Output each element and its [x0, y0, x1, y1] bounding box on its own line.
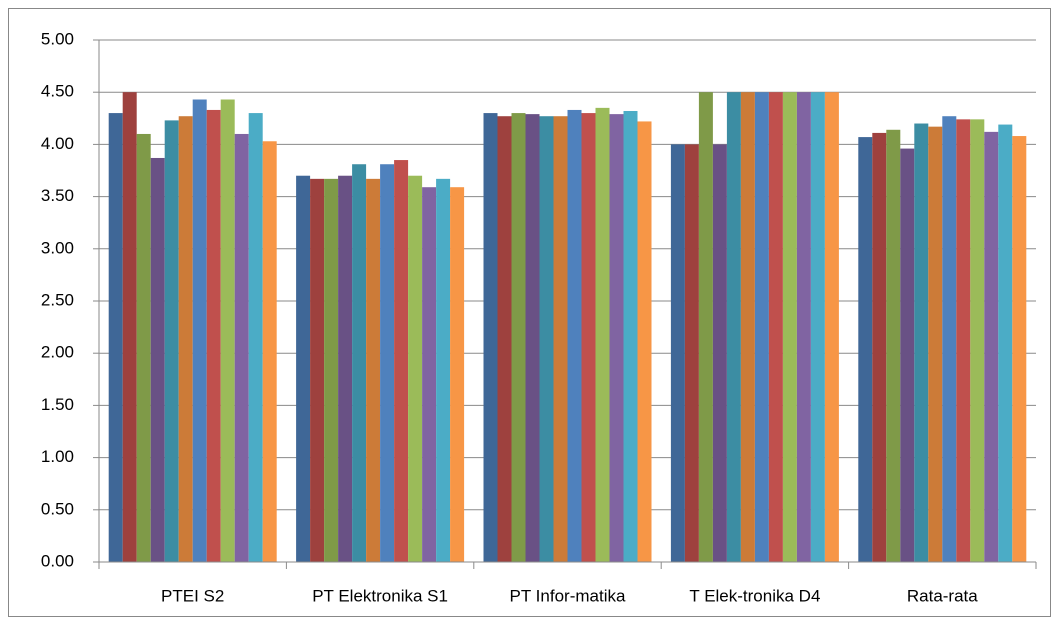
bar [998, 124, 1013, 563]
x-tick-label: T Elek-tronika D4 [689, 586, 820, 605]
bar [726, 92, 741, 562]
bar [178, 116, 193, 562]
bar [408, 175, 423, 562]
x-tick-label: PTEI S2 [161, 586, 224, 605]
bar [164, 120, 179, 562]
bar [698, 92, 713, 562]
y-tick-label: 5.00 [41, 29, 74, 48]
bar [206, 109, 221, 562]
bar [1012, 136, 1027, 562]
bar [754, 92, 769, 562]
bar [886, 129, 901, 562]
x-tick-label: Rata-rata [907, 586, 978, 605]
bar [511, 113, 526, 562]
bar [352, 164, 367, 562]
bar [970, 119, 985, 563]
bar [956, 119, 971, 563]
bar [684, 144, 699, 562]
bar [338, 175, 353, 562]
bar [796, 92, 811, 562]
bar [310, 178, 325, 563]
bar [712, 144, 727, 562]
bar [928, 126, 943, 562]
bar [366, 178, 381, 563]
bar [324, 178, 339, 563]
bar [122, 92, 137, 562]
bar [248, 113, 263, 562]
bar [553, 116, 568, 562]
y-tick-label: 3.50 [41, 186, 74, 205]
bar [380, 164, 395, 562]
y-tick-label: 1.50 [41, 395, 74, 414]
bar [192, 99, 207, 563]
bar [782, 92, 797, 562]
bar [914, 123, 929, 563]
bar [872, 132, 887, 562]
bar [497, 116, 512, 562]
bar [108, 113, 123, 562]
bar [581, 113, 596, 562]
bar [858, 137, 873, 563]
bar [525, 114, 540, 563]
bar [595, 107, 610, 563]
x-tick-label: PT Infor-matika [510, 586, 626, 605]
bar [637, 121, 652, 562]
bar [984, 131, 999, 562]
bar [296, 175, 311, 562]
y-tick-label: 3.00 [41, 238, 74, 257]
bar [234, 133, 249, 562]
bar [220, 99, 235, 563]
bar [768, 92, 783, 562]
bar [422, 187, 437, 563]
y-tick-label: 1.00 [41, 447, 74, 466]
bar [150, 157, 165, 563]
bar [436, 178, 451, 563]
y-tick-label: 4.50 [41, 82, 74, 101]
bar [824, 92, 839, 562]
bar [740, 92, 755, 562]
bar [450, 187, 465, 563]
y-tick-label: 2.50 [41, 290, 74, 309]
bar [900, 148, 915, 563]
y-tick-label: 0.50 [41, 499, 74, 518]
bar [483, 113, 498, 562]
bar [262, 141, 277, 562]
bar [810, 92, 825, 562]
bar [136, 133, 151, 562]
bar [942, 116, 957, 562]
bar [670, 144, 685, 562]
y-tick-label: 0.00 [41, 551, 74, 570]
y-tick-label: 4.00 [41, 134, 74, 153]
x-tick-label: PT Elektronika S1 [312, 586, 448, 605]
bar [623, 110, 638, 562]
bar [609, 114, 624, 563]
bar [567, 109, 582, 562]
y-tick-label: 2.00 [41, 343, 74, 362]
bar [394, 160, 409, 562]
bar [539, 116, 554, 562]
